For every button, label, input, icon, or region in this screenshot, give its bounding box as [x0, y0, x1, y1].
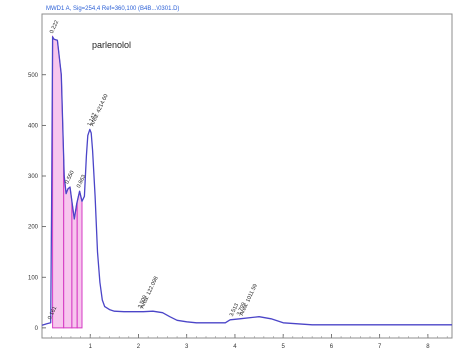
x-tick-label: 1 [89, 344, 93, 350]
x-tick-label: 8 [426, 344, 430, 350]
x-tick-label: 7 [378, 344, 382, 350]
x-tick-label: 5 [282, 344, 286, 350]
x-tick-label: 3 [185, 344, 189, 350]
x-axis-ticks: 1 2 3 4 5 6 7 8 [51, 334, 448, 350]
y-tick-label: 0 [35, 326, 39, 332]
chart-title: MWD1 A, Sig=254,4 Ref=360,100 (B4B...\03… [46, 6, 179, 12]
y-tick-label: 200 [28, 225, 39, 231]
peak-label: 2.509 [137, 295, 148, 310]
series-group [41, 36, 452, 326]
y-tick-label: 300 [28, 174, 39, 180]
peak-fill-group [52, 34, 83, 329]
peak-label: 0.161 [47, 306, 58, 321]
y-axis-ticks: 0 100 200 300 400 500 [28, 73, 46, 332]
x-tick-label: 4 [233, 344, 237, 350]
peak-label: 1.142 [87, 112, 98, 127]
y-tick-label: 400 [28, 123, 39, 129]
x-tick-label: 6 [330, 344, 334, 350]
peak-label: 3.799 [236, 302, 247, 317]
peak-fill-region [76, 191, 83, 329]
peak-label: 0.222 [49, 20, 60, 35]
peak-label: 0.863 [76, 174, 87, 189]
chromatogram-line [41, 36, 452, 326]
y-tick-label: 100 [28, 275, 39, 281]
y-tick-label: 500 [28, 73, 39, 79]
sample-annotation: parlenolol [92, 40, 131, 50]
peak-label: 3.513 [229, 303, 240, 318]
peak-label: 0.550 [64, 170, 75, 185]
peak-fill-region [71, 201, 78, 329]
x-tick-label: 2 [137, 344, 141, 350]
